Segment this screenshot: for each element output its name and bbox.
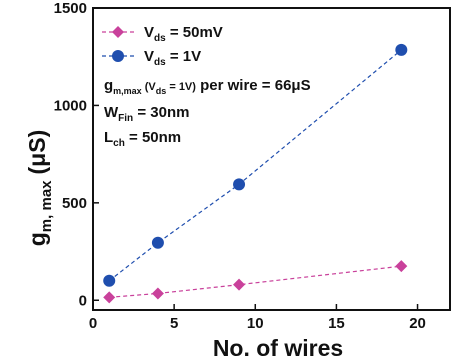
- legend-label-vds-1v: Vds = 1V: [144, 48, 201, 68]
- y-axis-title-unit: (μS): [24, 130, 50, 175]
- annotation-lch: Lch = 50nm: [104, 129, 181, 149]
- legend: Vds = 50mV Vds = 1V: [102, 24, 223, 68]
- x-tick-label: 0: [89, 315, 97, 332]
- data-point-diamond: [233, 278, 246, 291]
- y-tick-label: 500: [62, 195, 87, 212]
- legend-entry-vds-50mv: Vds = 50mV: [102, 24, 223, 44]
- x-tick-label: 20: [409, 315, 426, 332]
- legend-marker-vds-1v: [112, 50, 124, 62]
- series-line-0: [109, 265, 402, 298]
- data-point-diamond: [103, 291, 116, 304]
- plot-frame: [92, 7, 451, 311]
- data-point-circle: [151, 236, 164, 249]
- x-ticks: 0 5 10 15 20: [89, 304, 426, 332]
- x-tick-label: 5: [170, 315, 178, 332]
- y-axis-title: gm, max (μS): [24, 130, 55, 247]
- annotation-wfin: WFin = 30nm: [104, 104, 189, 124]
- legend-entry-vds-1v: Vds = 1V: [102, 48, 201, 68]
- data-point-circle: [103, 274, 116, 287]
- legend-label-vds-50mv: Vds = 50mV: [144, 24, 223, 44]
- series-layer: [103, 43, 408, 304]
- y-tick-label: 1500: [54, 0, 87, 17]
- x-axis-title: No. of wires: [213, 335, 343, 361]
- x-tick-label: 15: [328, 315, 345, 332]
- legend-marker-vds-50mv: [112, 26, 124, 38]
- plot-area: 0 5 10 15 20 0 500 1000 1500: [54, 0, 451, 332]
- y-axis-title-main: g: [24, 232, 50, 246]
- data-point-circle: [233, 178, 246, 191]
- annotation-gm-per-wire: gm,max (Vds = 1V) per wire = 66μS: [104, 77, 311, 96]
- y-ticks: 0 500 1000 1500: [54, 0, 99, 309]
- data-point-circle: [395, 43, 408, 56]
- data-point-diamond: [395, 260, 408, 273]
- y-tick-label: 1000: [54, 97, 87, 114]
- data-point-diamond: [151, 287, 164, 300]
- y-tick-label: 0: [79, 292, 87, 309]
- series-line-1: [108, 49, 402, 282]
- x-tick-label: 10: [247, 315, 264, 332]
- y-axis-title-sub: m, max: [38, 180, 55, 232]
